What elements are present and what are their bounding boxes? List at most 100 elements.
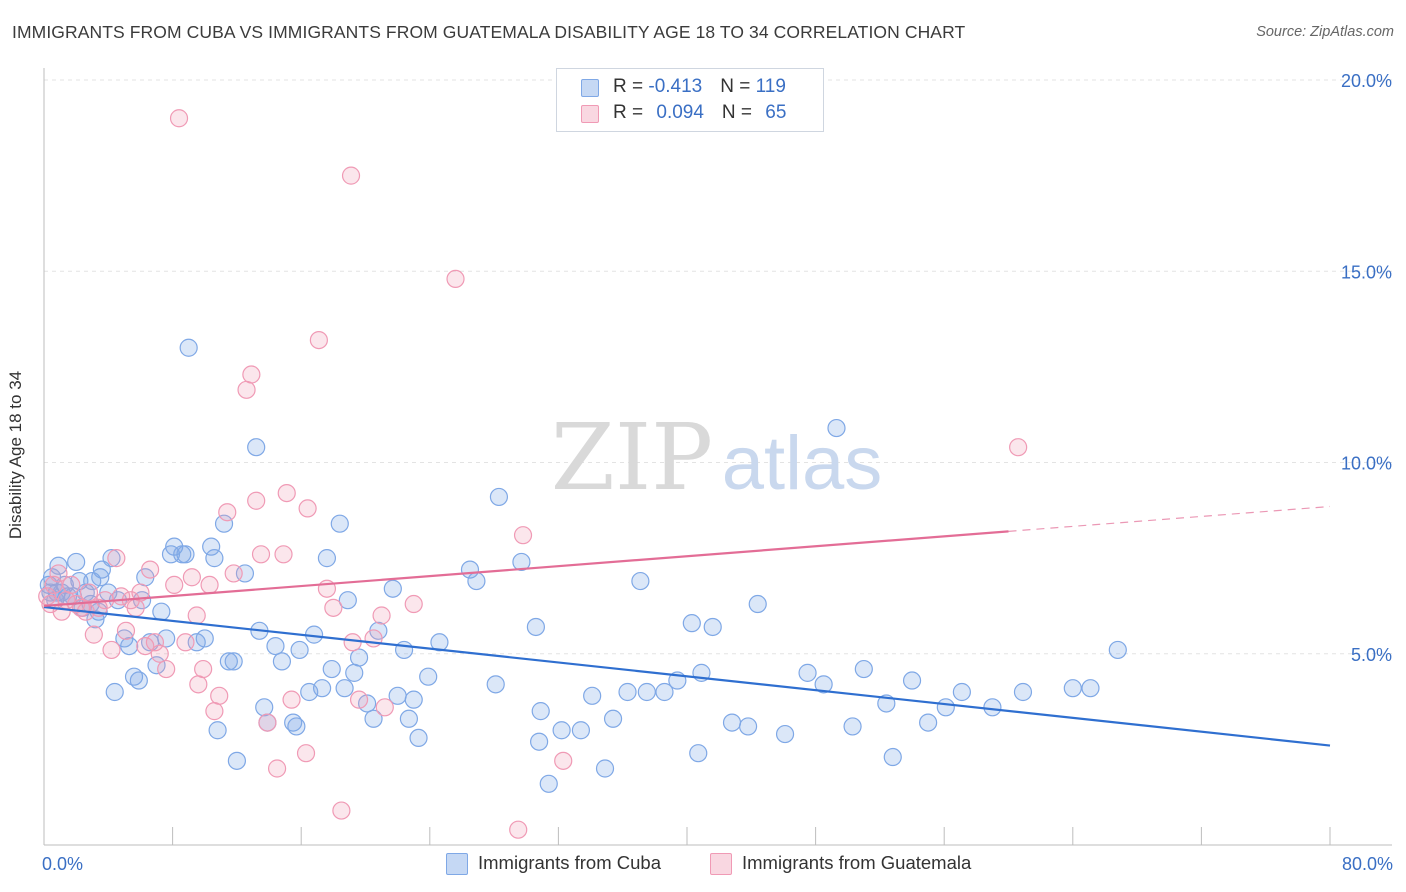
guatemala-point bbox=[349, 690, 369, 709]
cuba-point bbox=[129, 671, 148, 690]
cuba-point bbox=[854, 659, 873, 679]
cuba-point bbox=[689, 744, 708, 763]
cuba-point bbox=[843, 717, 862, 736]
y-tick-label: 5.0% bbox=[1351, 645, 1392, 665]
cuba-point bbox=[255, 698, 274, 717]
correlation-legend: R = -0.413 N = 119 R = 0.094 N = 65 bbox=[556, 68, 824, 132]
cuba-point bbox=[539, 774, 558, 793]
guatemala-point bbox=[102, 640, 121, 660]
cuba-point bbox=[157, 629, 176, 648]
tick-labels: 5.0% 10.0% 15.0% 20.0% 0.0% 80.0% bbox=[42, 71, 1393, 874]
cuba-point bbox=[335, 679, 354, 698]
guatemala-point bbox=[277, 484, 296, 503]
cuba-point bbox=[330, 514, 349, 533]
bottom-legend-label-cuba: Immigrants from Cuba bbox=[478, 852, 661, 873]
guatemala-point bbox=[169, 109, 189, 128]
cuba-point bbox=[952, 682, 971, 702]
guatemala-point bbox=[62, 575, 81, 595]
cuba-point bbox=[919, 713, 938, 732]
cuba-point bbox=[266, 636, 285, 656]
cuba-point bbox=[202, 537, 221, 556]
cuba-point bbox=[49, 556, 68, 575]
cuba-point bbox=[595, 759, 615, 778]
axes bbox=[43, 68, 1392, 846]
guatemala-point bbox=[84, 625, 103, 644]
guatemala-point bbox=[296, 744, 316, 763]
cuba-point bbox=[247, 438, 266, 457]
guatemala-point bbox=[187, 606, 206, 625]
guatemala-point bbox=[554, 751, 573, 770]
guatemala-point bbox=[200, 575, 219, 595]
guatemala-point bbox=[49, 564, 68, 583]
y-tick-label: 15.0% bbox=[1341, 262, 1392, 282]
cuba-point bbox=[936, 698, 955, 717]
guatemala-point bbox=[176, 633, 195, 652]
cuba-point bbox=[775, 724, 795, 744]
cuba-point bbox=[287, 717, 306, 736]
watermark-atlas: atlas bbox=[722, 421, 883, 506]
cuba-point bbox=[883, 747, 902, 767]
cuba-point bbox=[364, 709, 383, 728]
cuba-point bbox=[526, 617, 545, 637]
guatemala-point bbox=[140, 560, 160, 579]
x-tick-label-min: 0.0% bbox=[42, 854, 83, 874]
guatemala-point bbox=[242, 365, 261, 384]
cuba-point bbox=[655, 682, 674, 702]
cuba-point bbox=[827, 418, 846, 438]
cuba-point bbox=[1063, 679, 1082, 698]
legend-text-cuba: R = -0.413 N = 119 bbox=[613, 76, 786, 97]
guatemala-point bbox=[44, 575, 63, 595]
cuba-point bbox=[486, 675, 505, 694]
cuba-point bbox=[383, 579, 402, 598]
cuba-point bbox=[394, 640, 414, 660]
cuba-point bbox=[1013, 682, 1033, 702]
cuba-point bbox=[419, 667, 438, 686]
guatemala-point bbox=[116, 621, 136, 640]
series-cuba-points bbox=[39, 338, 1127, 793]
guatemala-point bbox=[364, 629, 383, 648]
cuba-point bbox=[105, 682, 124, 702]
cuba-point bbox=[603, 709, 623, 728]
legend-r-value-cuba: -0.413 bbox=[648, 76, 703, 97]
cuba-point bbox=[983, 698, 1002, 717]
guatemala-point bbox=[247, 491, 266, 510]
y-axis-label: Disability Age 18 to 34 bbox=[6, 370, 25, 540]
guatemala-point bbox=[218, 503, 237, 522]
cuba-point bbox=[530, 732, 549, 751]
guatemala-point bbox=[157, 659, 176, 679]
guatemala-point bbox=[237, 380, 256, 399]
guatemala-point bbox=[107, 549, 126, 568]
guatemala-point bbox=[267, 759, 287, 778]
guatemala-point bbox=[343, 633, 362, 652]
guatemala-point bbox=[136, 636, 155, 656]
guatemala-point bbox=[145, 633, 165, 652]
guatemala-point bbox=[258, 713, 277, 732]
bottom-legend-swatch-cuba bbox=[446, 853, 468, 875]
guatemala-point bbox=[251, 545, 271, 564]
guatemala-point bbox=[332, 801, 351, 820]
cuba-point bbox=[322, 659, 341, 679]
guatemala-point bbox=[309, 331, 328, 350]
guatemala-point bbox=[194, 659, 213, 679]
guatemala-point bbox=[182, 568, 201, 587]
guatemala-point bbox=[324, 598, 343, 617]
bottom-legend-swatch-guatemala bbox=[710, 853, 732, 875]
guatemala-point bbox=[509, 820, 528, 839]
cuba-point bbox=[349, 648, 369, 667]
guatemala-point bbox=[274, 545, 293, 564]
guatemala-point bbox=[372, 606, 391, 625]
cuba-point bbox=[738, 717, 758, 736]
guatemala-point bbox=[126, 598, 145, 617]
watermark-zip: ZIP bbox=[551, 404, 713, 511]
legend-n-value-cuba: 119 bbox=[755, 76, 786, 97]
y-tick-label: 10.0% bbox=[1341, 454, 1392, 474]
legend-n-value-guatemala: 65 bbox=[765, 102, 787, 123]
cuba-point bbox=[317, 549, 337, 568]
guatemala-point bbox=[189, 675, 208, 694]
cuba-point bbox=[224, 652, 243, 671]
cuba-point bbox=[637, 682, 656, 702]
cuba-point bbox=[102, 549, 121, 568]
cuba-point bbox=[338, 591, 357, 610]
cuba-trend-line bbox=[43, 605, 1331, 747]
